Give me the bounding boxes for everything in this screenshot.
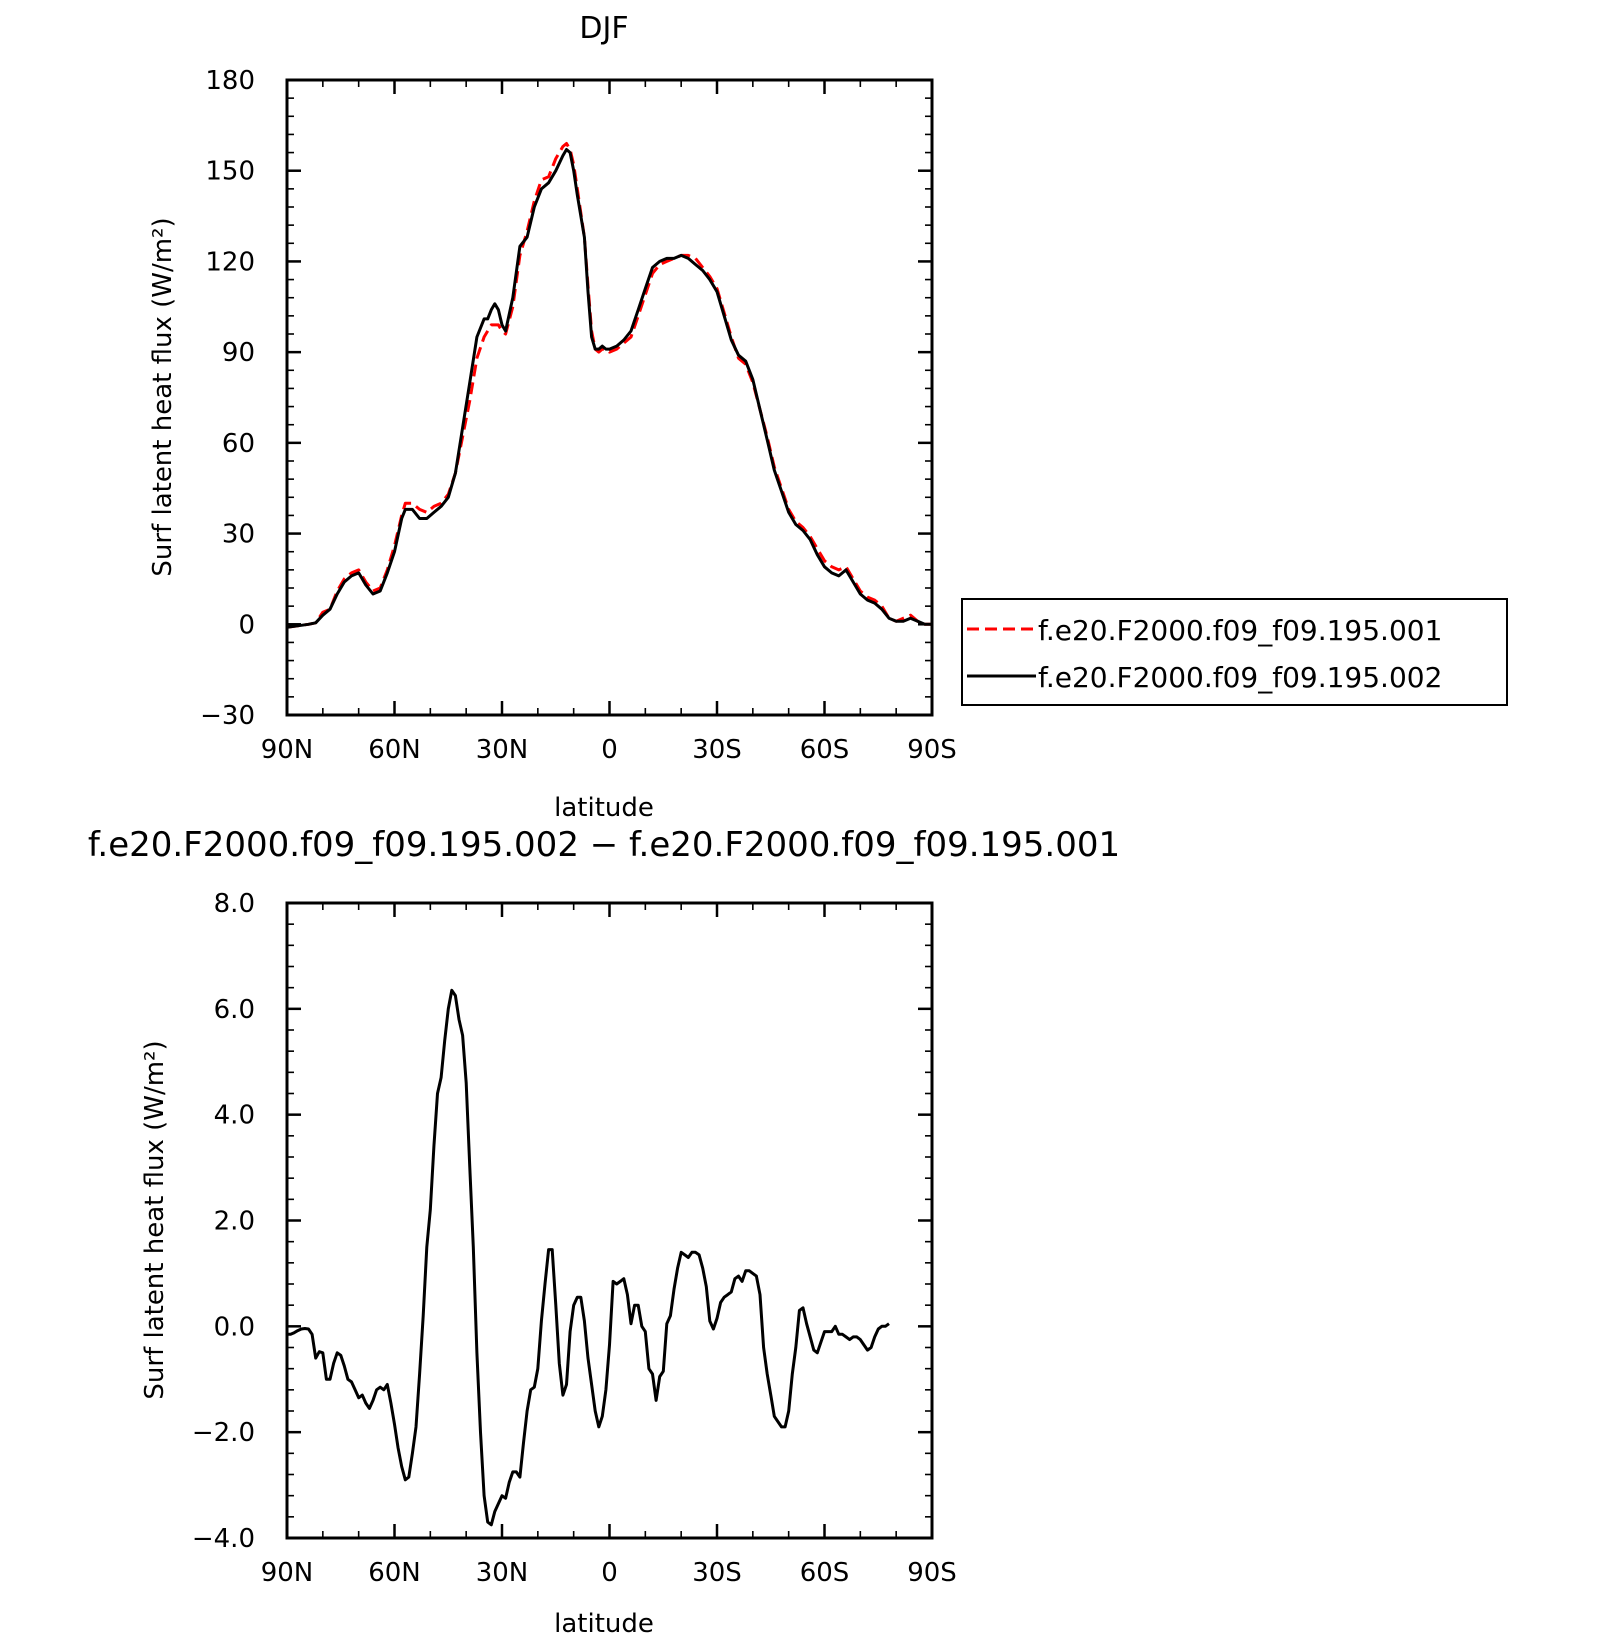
legend-box — [961, 598, 1508, 706]
y-tick-label: 180 — [205, 66, 255, 96]
x-tick-label: 90S — [907, 1558, 957, 1588]
y-tick-label: 6.0 — [214, 995, 255, 1025]
top-plot-frame — [285, 78, 934, 717]
y-tick-label: 8.0 — [214, 889, 255, 919]
x-tick-label: 30S — [692, 735, 742, 765]
x-tick-label: 0 — [601, 1558, 618, 1588]
x-tick-label: 90N — [261, 735, 314, 765]
bottom-series-layer — [287, 988, 890, 1527]
top-y-tick-labels: 180 150 120 90 60 30 0 −30 — [200, 66, 255, 731]
x-tick-label: 60S — [800, 1558, 850, 1588]
top-ticks — [285, 78, 934, 717]
top-chart-title: DJF — [579, 11, 628, 46]
legend-label-series-2: f.e20.F2000.f09_f09.195.002 — [1038, 661, 1442, 694]
top-series-line-2 — [286, 148, 932, 629]
x-tick-label: 90N — [261, 1558, 314, 1588]
x-tick-label: 60S — [800, 735, 850, 765]
top-x-axis-label: latitude — [554, 793, 654, 823]
x-tick-label: 0 — [601, 735, 618, 765]
bottom-y-tick-labels: 8.0 6.0 4.0 2.0 0.0 −2.0 −4.0 — [192, 889, 255, 1554]
top-series-line-1 — [286, 142, 932, 629]
top-series-layer — [286, 142, 932, 629]
bottom-plot-frame — [285, 901, 934, 1540]
y-tick-label: 30 — [222, 520, 255, 550]
y-tick-label: −2.0 — [192, 1418, 255, 1448]
legend: f.e20.F2000.f09_f09.195.001 f.e20.F2000.… — [961, 598, 1508, 706]
bottom-chart-title: f.e20.F2000.f09_f09.195.002 − f.e20.F200… — [88, 825, 1120, 865]
legend-label-series-1: f.e20.F2000.f09_f09.195.001 — [1038, 614, 1442, 647]
bottom-x-tick-labels: 90N 60N 30N 0 30S 60S 90S — [261, 1558, 957, 1588]
x-tick-label: 30S — [692, 1558, 742, 1588]
y-tick-label: 90 — [222, 338, 255, 368]
x-tick-label: 90S — [907, 735, 957, 765]
y-tick-label: 0 — [238, 610, 255, 640]
top-x-tick-labels: 90N 60N 30N 0 30S 60S 90S — [261, 735, 957, 765]
y-tick-label: 120 — [205, 247, 255, 277]
x-tick-label: 30N — [476, 735, 529, 765]
x-tick-label: 60N — [368, 1558, 421, 1588]
bottom-ticks — [285, 901, 934, 1540]
x-tick-label: 60N — [368, 735, 421, 765]
bottom-y-axis-label: Surf latent heat flux (W/m²) — [140, 1040, 170, 1399]
y-tick-label: −30 — [200, 701, 255, 731]
bottom-panel: f.e20.F2000.f09_f09.195.002 − f.e20.F200… — [88, 825, 1120, 1635]
x-tick-label: 30N — [476, 1558, 529, 1588]
top-panel: DJF 90N 60N 30N 0 30S 60S 90S 180 150 120 90 60 30 0… — [148, 11, 1508, 823]
y-tick-label: −4.0 — [192, 1524, 255, 1554]
y-tick-label: 0.0 — [214, 1312, 255, 1342]
y-tick-label: 150 — [205, 157, 255, 187]
y-tick-label: 60 — [222, 429, 255, 459]
top-y-axis-label: Surf latent heat flux (W/m²) — [148, 217, 178, 576]
bottom-x-axis-label: latitude — [554, 1609, 654, 1635]
y-tick-label: 4.0 — [214, 1101, 255, 1131]
bottom-series-line-1 — [287, 988, 890, 1527]
y-tick-label: 2.0 — [214, 1207, 255, 1237]
